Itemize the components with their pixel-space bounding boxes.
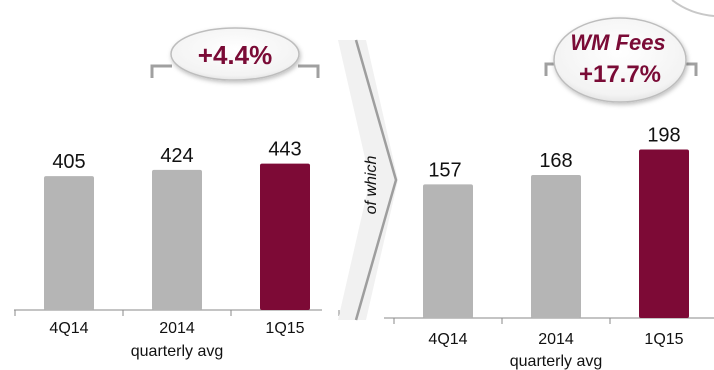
- left-value-label-2014: 424: [160, 145, 193, 167]
- connector: of which: [338, 39, 398, 321]
- right-bars: [423, 149, 689, 318]
- right-growth-callout: WM Fees +17.7%: [544, 17, 698, 103]
- right-bar-4Q14: [423, 184, 473, 318]
- left-value-label-1Q15: 443: [268, 139, 301, 161]
- chart-right: 157 168 198 4Q14 2014 quarterly avg 1Q15 WM F…: [384, 17, 714, 370]
- connector-edge: [354, 39, 398, 321]
- left-callout-bracket: [150, 64, 320, 78]
- left-growth-callout: +4.4%: [150, 27, 320, 81]
- left-category-label-4Q14: 4Q14: [49, 320, 88, 337]
- left-category-labels: 4Q14 2014 quarterly avg 1Q15: [14, 310, 340, 360]
- right-value-labels: 157 168 198: [428, 124, 680, 181]
- right-bar-2014: [531, 175, 581, 318]
- right-value-label-1Q15: 198: [647, 124, 680, 146]
- decorative-bubble-edge: [671, 0, 714, 17]
- right-callout-line-1: WM Fees: [570, 30, 665, 55]
- right-category-label-4Q14: 4Q14: [428, 331, 467, 348]
- chart-left: 405 424 443 4Q14 2014 quarterly avg 1Q15 +4.4…: [14, 27, 340, 360]
- right-category-labels: 4Q14 2014 quarterly avg 1Q15: [393, 318, 684, 370]
- right-bar-1Q15: [639, 149, 689, 318]
- right-callout-line-2: +17.7%: [579, 61, 661, 88]
- right-value-label-2014: 168: [539, 150, 572, 172]
- left-category-label-1Q15: 1Q15: [265, 320, 304, 337]
- left-bar-2014: [152, 169, 202, 310]
- connector-label: of which: [363, 156, 380, 215]
- left-bar-1Q15: [260, 163, 310, 310]
- right-category-label-1Q15: 1Q15: [644, 331, 683, 348]
- right-category-sublabel-2014: quarterly avg: [510, 353, 603, 370]
- left-bar-4Q14: [44, 176, 94, 310]
- right-value-label-4Q14: 157: [428, 159, 461, 181]
- left-callout-bubble: [170, 27, 300, 81]
- left-value-label-4Q14: 405: [52, 151, 85, 173]
- right-category-label-2014: 2014: [538, 331, 574, 348]
- left-category-label-2014: 2014: [159, 320, 195, 337]
- left-value-labels: 405 424 443: [52, 139, 301, 174]
- left-callout-line-1: +4.4%: [198, 40, 272, 70]
- right-callout-bubble: [553, 17, 687, 103]
- left-category-sublabel-2014: quarterly avg: [131, 343, 224, 360]
- left-bars: [44, 163, 310, 310]
- connector-chevron: [338, 40, 398, 320]
